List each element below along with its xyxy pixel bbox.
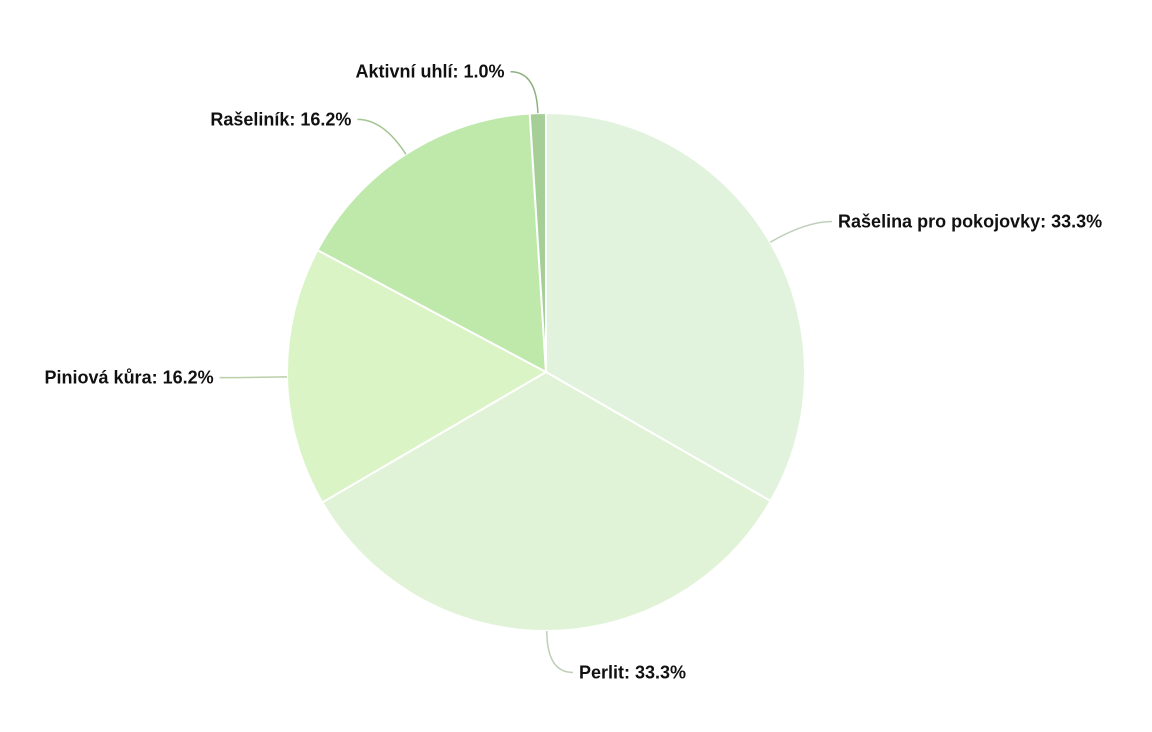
leader-line-perlit <box>546 630 573 674</box>
leader-line-raselina-pro-pokojovky <box>769 220 833 243</box>
leader-line-raselinik <box>357 118 407 155</box>
slices-layer <box>286 111 806 632</box>
pie-slice-raselina-pro-pokojovky <box>545 111 806 503</box>
labels-layer: Rašelina pro pokojovky: 33.3% Perlit: 33.… <box>45 62 1103 683</box>
pie-slice-perlit <box>320 370 772 632</box>
leader-line-piniova-kura <box>219 376 288 379</box>
leader-lines-layer <box>219 70 833 674</box>
pie-slice-raselinik <box>316 112 548 374</box>
slice-label-aktivni-uhli: Aktivní uhlí: 1.0% <box>356 62 505 82</box>
pie-slice-piniova-kura <box>286 248 549 504</box>
slice-label-raselinik: Rašeliník: 16.2% <box>210 109 351 129</box>
leader-line-aktivni-uhli <box>510 70 539 114</box>
slice-label-piniova-kura: Piniová kůra: 16.2% <box>45 368 214 388</box>
slice-label-raselina-pro-pokojovky: Rašelina pro pokojovky: 33.3% <box>838 212 1102 232</box>
slice-label-perlit: Perlit: 33.3% <box>579 662 686 682</box>
